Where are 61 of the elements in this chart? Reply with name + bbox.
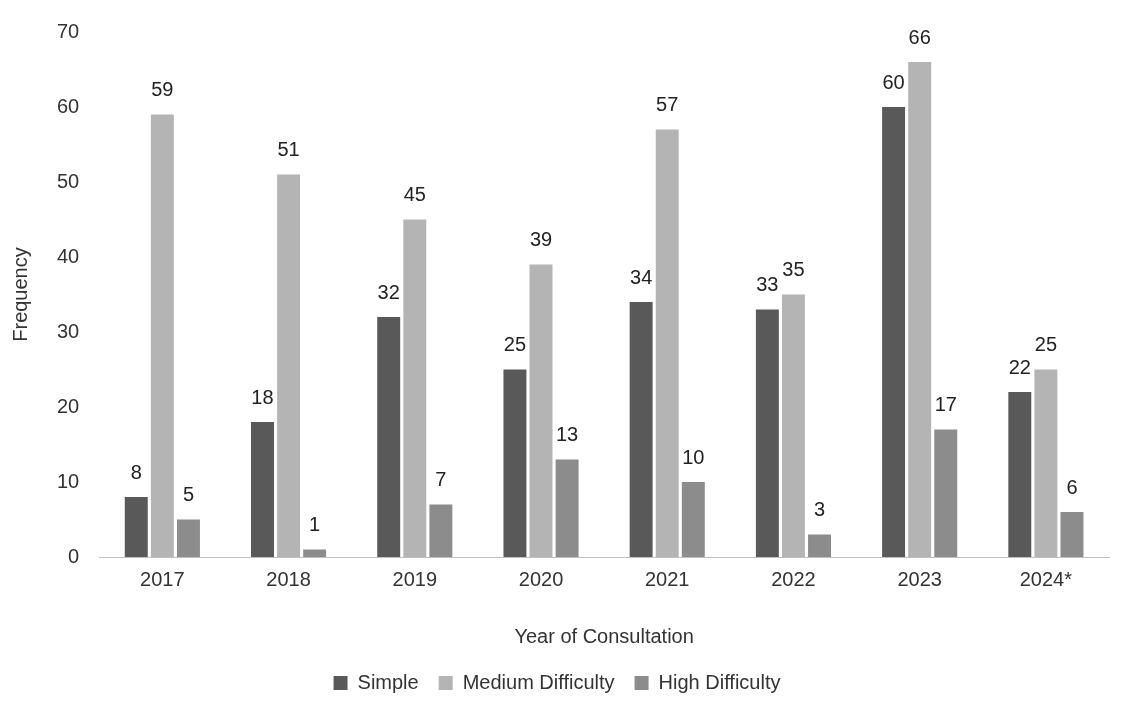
data-label: 10: [682, 445, 705, 468]
x-tick-label: 2019: [392, 567, 438, 590]
bar: [124, 497, 148, 557]
bar: [377, 317, 401, 557]
bar: [503, 369, 527, 557]
data-label: 33: [756, 273, 779, 296]
y-tick-label: 20: [57, 394, 80, 417]
x-tick-label: 2018: [266, 567, 311, 590]
data-label: 25: [1034, 333, 1058, 356]
y-tick-label: 10: [57, 469, 80, 492]
x-tick-label: 2023: [897, 567, 942, 590]
legend-label: Medium Difficulty: [462, 670, 615, 693]
data-label: 7: [435, 468, 447, 491]
bar: [629, 302, 653, 557]
x-axis-title: Year of Consultation: [514, 624, 694, 647]
x-tick-label: 2021: [644, 567, 690, 590]
data-label: 66: [908, 25, 931, 48]
data-label: 22: [1008, 355, 1031, 378]
legend-label: Simple: [357, 670, 419, 693]
data-label: 59: [151, 78, 174, 101]
x-tick-label: 2024*: [1019, 567, 1073, 590]
legend-label: High Difficulty: [658, 670, 781, 693]
y-tick-label: 30: [57, 319, 80, 342]
y-tick-label: 0: [68, 544, 80, 567]
data-label: 3: [813, 498, 826, 521]
data-label: 18: [251, 385, 274, 408]
x-tick-label: 2017: [140, 567, 185, 590]
data-label: 25: [503, 333, 527, 356]
data-label: 17: [934, 393, 957, 416]
x-tick-label: 2020: [518, 567, 564, 590]
bar: [934, 429, 958, 557]
bar: [1008, 392, 1032, 557]
bar: [882, 107, 906, 557]
y-tick-label: 70: [57, 19, 80, 42]
data-label: 1: [309, 513, 321, 536]
data-label: 57: [656, 93, 679, 116]
y-tick-label: 60: [57, 94, 80, 117]
data-label: 32: [377, 280, 400, 303]
data-label: 8: [130, 460, 142, 483]
bar: [176, 519, 200, 557]
data-label: 6: [1066, 475, 1078, 498]
data-label: 45: [403, 183, 426, 206]
bar: [681, 482, 705, 557]
bar: [1060, 512, 1084, 557]
data-label: 13: [555, 423, 579, 446]
data-label: 34: [630, 265, 653, 288]
data-label: 39: [529, 228, 553, 251]
bar: [303, 549, 327, 557]
y-tick-label: 40: [57, 244, 80, 267]
bar: [251, 422, 274, 557]
data-label: 5: [182, 483, 194, 506]
y-axis-title: Frequency: [8, 247, 31, 342]
data-label: 51: [277, 138, 300, 161]
bar: [555, 459, 579, 557]
bar: [808, 534, 832, 557]
data-label: 35: [782, 258, 805, 281]
bar: [755, 309, 779, 557]
y-tick-label: 50: [57, 169, 80, 192]
bar: [429, 504, 453, 557]
data-label: 60: [882, 70, 905, 93]
x-tick-label: 2022: [771, 567, 816, 590]
